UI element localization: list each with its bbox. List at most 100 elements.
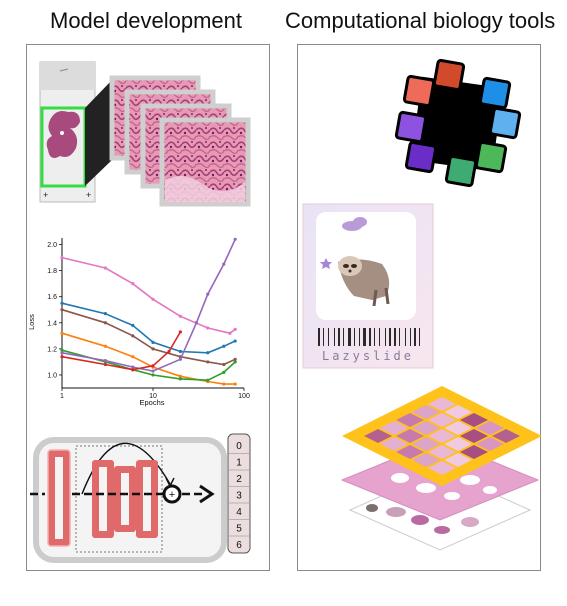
- heatmap-cell: [444, 421, 472, 435]
- series-point: [228, 331, 232, 335]
- heatmap-cell: [428, 445, 456, 459]
- series-point: [233, 339, 237, 343]
- series-line-1: [61, 302, 236, 354]
- heatmap-cell: [476, 437, 504, 451]
- series-point: [60, 331, 64, 335]
- series-point: [194, 321, 199, 325]
- series-point: [131, 323, 135, 327]
- y-tick-label: 1.8: [47, 268, 57, 275]
- series-point: [206, 326, 210, 330]
- heatmap-cell: [364, 429, 392, 443]
- star-icon: [320, 258, 332, 269]
- x-axis-label: Epochs: [139, 398, 164, 407]
- heatmap-cell: [460, 445, 488, 459]
- series-point: [167, 349, 171, 354]
- x-tick-label: 100: [238, 393, 250, 400]
- barcode-bar: [334, 328, 335, 346]
- logo-tile-red: [432, 58, 466, 92]
- barcode-bar: [389, 328, 391, 346]
- series-point: [206, 351, 210, 355]
- series-point: [131, 282, 135, 286]
- heading-model-development: Model development: [50, 8, 243, 33]
- class-output-column: [227, 433, 251, 554]
- series-point: [151, 369, 155, 373]
- heatmap-cell: [412, 437, 440, 451]
- logo-tile-green: [474, 140, 508, 174]
- heatmap-cell: [444, 405, 472, 419]
- series-point: [222, 262, 226, 266]
- conv-block-1: [47, 449, 71, 547]
- class-label: 3: [236, 491, 242, 502]
- series-point: [178, 374, 182, 378]
- conv-block-2: [92, 460, 114, 538]
- svg-text:+: +: [43, 190, 48, 200]
- series-point: [233, 357, 237, 361]
- series-point: [233, 237, 237, 241]
- heatmap-cell: [412, 421, 440, 435]
- barcode-bar: [318, 328, 320, 346]
- series-point: [222, 370, 226, 374]
- series-point: [178, 349, 182, 354]
- series-point: [131, 368, 135, 372]
- heatmap-cell: [412, 405, 440, 419]
- y-tick-label: 1.0: [47, 372, 57, 379]
- series-point: [60, 301, 64, 305]
- barcode-bar: [385, 328, 386, 346]
- series-line-6: [61, 331, 182, 371]
- barcode-bar: [410, 328, 411, 346]
- barcode-bar: [405, 328, 406, 346]
- logo-tile-teal: [444, 154, 478, 188]
- class-label: 1: [236, 458, 242, 469]
- barcode-bar: [338, 328, 340, 346]
- series-point: [178, 314, 182, 318]
- series-point: [131, 365, 135, 369]
- series-point: [233, 360, 237, 364]
- series-point: [60, 355, 64, 359]
- logo-tile-indigo: [404, 140, 438, 174]
- class-label: 0: [236, 441, 242, 452]
- series-line-4: [61, 349, 236, 382]
- cloud-icon: [342, 217, 367, 231]
- heatmap-cell: [412, 453, 440, 467]
- heatmap-cell: [460, 413, 488, 427]
- series-point: [178, 377, 182, 381]
- barcode-bar: [414, 328, 416, 346]
- series-point: [103, 359, 108, 363]
- class-label: 5: [236, 524, 242, 535]
- series-point: [103, 362, 108, 367]
- series-point: [206, 378, 210, 382]
- logo-tile-salmon: [402, 74, 436, 108]
- barcode-bar: [354, 328, 355, 346]
- series-point: [60, 255, 64, 260]
- logo-tile-purple: [394, 110, 428, 144]
- y-tick-label: 1.2: [47, 346, 57, 353]
- logo-tile-lightblue: [488, 106, 522, 140]
- barcode-text: Lazyslide: [322, 349, 414, 363]
- series-point: [131, 334, 135, 338]
- y-tick-label: 1.6: [47, 294, 57, 301]
- series-point: [103, 266, 108, 270]
- series-line-3: [61, 332, 236, 385]
- barcode-bar: [399, 328, 400, 346]
- class-label: 4: [236, 507, 242, 518]
- heatmap-cell: [428, 429, 456, 443]
- heatmap-cell: [396, 429, 424, 443]
- class-label: 2: [236, 474, 242, 485]
- heatmap-cell: [460, 429, 488, 443]
- svg-text:+: +: [86, 190, 91, 200]
- barcode-bar: [379, 328, 380, 346]
- series-point: [131, 355, 135, 359]
- heatmap-cell: [380, 437, 408, 451]
- series-point: [151, 297, 155, 301]
- series-point: [151, 364, 155, 368]
- barcode-bar: [328, 328, 329, 346]
- series-point: [222, 362, 226, 367]
- sloth-icon: [338, 256, 390, 307]
- heatmap-cell: [428, 413, 456, 427]
- barcode-bar: [419, 328, 420, 346]
- series-point: [206, 360, 210, 364]
